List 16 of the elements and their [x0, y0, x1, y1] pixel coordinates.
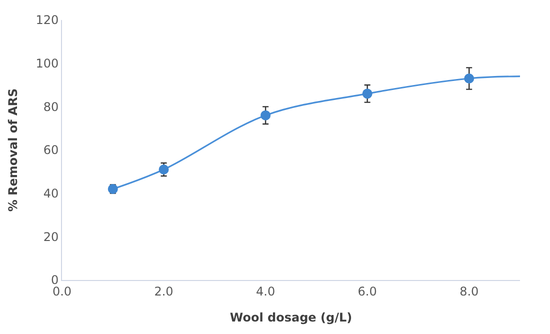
x-tick-label: 6.0: [358, 284, 377, 298]
y-tick-label: 100: [36, 56, 59, 71]
point: [464, 74, 474, 84]
point: [260, 110, 271, 120]
point: [158, 164, 169, 174]
y-tick-label: 80: [43, 100, 59, 114]
y-tick-label: 60: [43, 143, 59, 158]
x-tick-label: 2.0: [154, 284, 174, 298]
x-tick-label: 8.0: [460, 284, 479, 298]
y-tick-label: 40: [43, 186, 59, 201]
y-axis-title: % Removal of ARS: [6, 88, 20, 212]
x-axis-title: Wool dosage (g/L): [230, 310, 352, 324]
x-tick-label: 4.0: [256, 284, 276, 298]
point: [362, 88, 372, 99]
y-tick-label: 120: [36, 13, 59, 28]
y-tick-label: 20: [43, 230, 59, 244]
